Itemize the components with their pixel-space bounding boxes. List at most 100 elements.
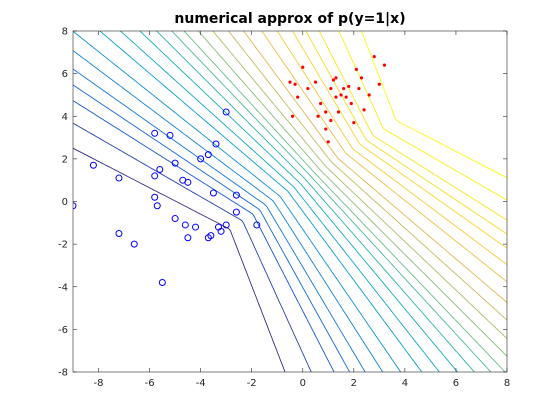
data-point-class-1	[293, 82, 297, 86]
chart-title: numerical approx of p(y=1|x)	[174, 11, 405, 27]
contour-line	[73, 122, 312, 372]
data-point-class-0	[253, 221, 261, 229]
data-point-class-1	[336, 110, 341, 114]
data-point-class-0	[222, 221, 230, 229]
data-point-class-0	[181, 221, 189, 229]
data-point-class-1	[329, 118, 333, 123]
data-point-class-0	[232, 208, 240, 216]
contour-line	[73, 50, 384, 372]
x-tick-label: 0	[300, 378, 306, 389]
x-tick-label: -6	[145, 378, 155, 389]
data-point-class-0	[166, 131, 174, 139]
data-point-class-0	[184, 178, 192, 186]
data-point-class-1	[324, 110, 328, 114]
data-point-class-0	[151, 193, 159, 201]
data-point-class-0	[217, 227, 225, 235]
y-tick-label: -6	[58, 325, 68, 336]
data-point-class-1	[319, 101, 323, 106]
data-point-class-1	[382, 63, 387, 67]
data-point-class-0	[197, 155, 205, 163]
data-point-class-0	[151, 172, 159, 180]
data-points	[73, 54, 387, 286]
data-point-class-1	[288, 80, 292, 84]
data-point-class-0	[151, 129, 159, 137]
x-tick-label: -2	[247, 378, 257, 389]
data-point-class-0	[222, 108, 230, 116]
data-point-class-0	[115, 174, 123, 182]
contour-line	[73, 100, 335, 372]
data-point-class-0	[130, 240, 138, 248]
data-point-class-1	[334, 95, 338, 99]
x-tick-label: -8	[94, 378, 104, 389]
data-point-class-1	[334, 76, 338, 80]
data-point-class-0	[204, 151, 212, 159]
data-point-class-1	[324, 127, 328, 131]
contour-line	[73, 68, 366, 372]
data-point-class-0	[204, 234, 212, 242]
data-point-class-1	[362, 108, 366, 112]
data-point-class-1	[344, 95, 348, 99]
data-point-class-1	[354, 67, 358, 71]
contour-line	[318, 31, 507, 221]
x-tick-label: 2	[351, 378, 357, 389]
y-tick-label: 2	[62, 154, 68, 165]
x-tick-label: -4	[196, 378, 206, 389]
contour-line	[73, 31, 402, 372]
data-point-class-0	[89, 161, 97, 169]
data-point-class-1	[377, 82, 381, 86]
data-point-class-1	[342, 86, 346, 91]
data-point-class-0	[156, 166, 164, 174]
y-tick-label: 0	[62, 197, 68, 208]
data-point-class-1	[316, 114, 320, 118]
y-tick-label: -4	[58, 282, 68, 293]
data-point-class-1	[326, 140, 330, 144]
data-point-class-0	[171, 159, 179, 167]
y-tick-label: 8	[62, 27, 68, 38]
contour-line	[361, 31, 507, 179]
contour-line	[183, 31, 506, 372]
contour-line	[228, 31, 507, 321]
data-point-class-0	[73, 202, 77, 210]
data-point-class-0	[192, 223, 200, 231]
contour-line	[338, 31, 507, 201]
contour-line	[73, 147, 286, 372]
contour-line	[73, 84, 350, 372]
data-point-class-1	[301, 65, 305, 69]
contour-line	[305, 31, 507, 235]
data-point-class-1	[329, 86, 333, 91]
x-axis: -8 -6 -4 -2 0 2 4 6 8	[94, 31, 510, 389]
contour-line	[243, 31, 507, 303]
probability-contours	[73, 31, 507, 372]
contour-line	[212, 31, 507, 339]
data-point-class-1	[313, 80, 318, 84]
data-point-class-0	[171, 215, 179, 223]
y-tick-label: 6	[62, 69, 68, 80]
data-point-class-1	[372, 54, 376, 59]
contour-line	[99, 31, 423, 372]
data-point-class-1	[367, 93, 371, 97]
data-point-class-1	[347, 84, 351, 89]
contour-line	[261, 31, 507, 283]
y-tick-label: -2	[58, 240, 68, 251]
data-point-class-1	[331, 78, 335, 82]
y-tick-label: -8	[58, 368, 68, 379]
data-point-class-1	[290, 114, 295, 118]
contour-line	[197, 31, 507, 357]
contour-line	[292, 31, 507, 249]
data-point-class-1	[352, 121, 356, 125]
data-point-class-0	[209, 189, 217, 197]
data-point-class-1	[296, 95, 300, 99]
x-tick-label: 8	[504, 378, 510, 389]
contour-line	[156, 31, 475, 372]
data-point-class-0	[184, 234, 192, 242]
data-point-class-0	[153, 202, 161, 210]
contour-line	[139, 31, 458, 372]
data-point-class-0	[158, 278, 166, 286]
data-point-class-0	[212, 140, 220, 148]
data-point-class-1	[359, 76, 364, 80]
data-point-class-1	[357, 86, 361, 91]
data-point-class-1	[339, 93, 343, 97]
data-point-class-0	[115, 229, 123, 237]
contour-line	[276, 31, 507, 266]
